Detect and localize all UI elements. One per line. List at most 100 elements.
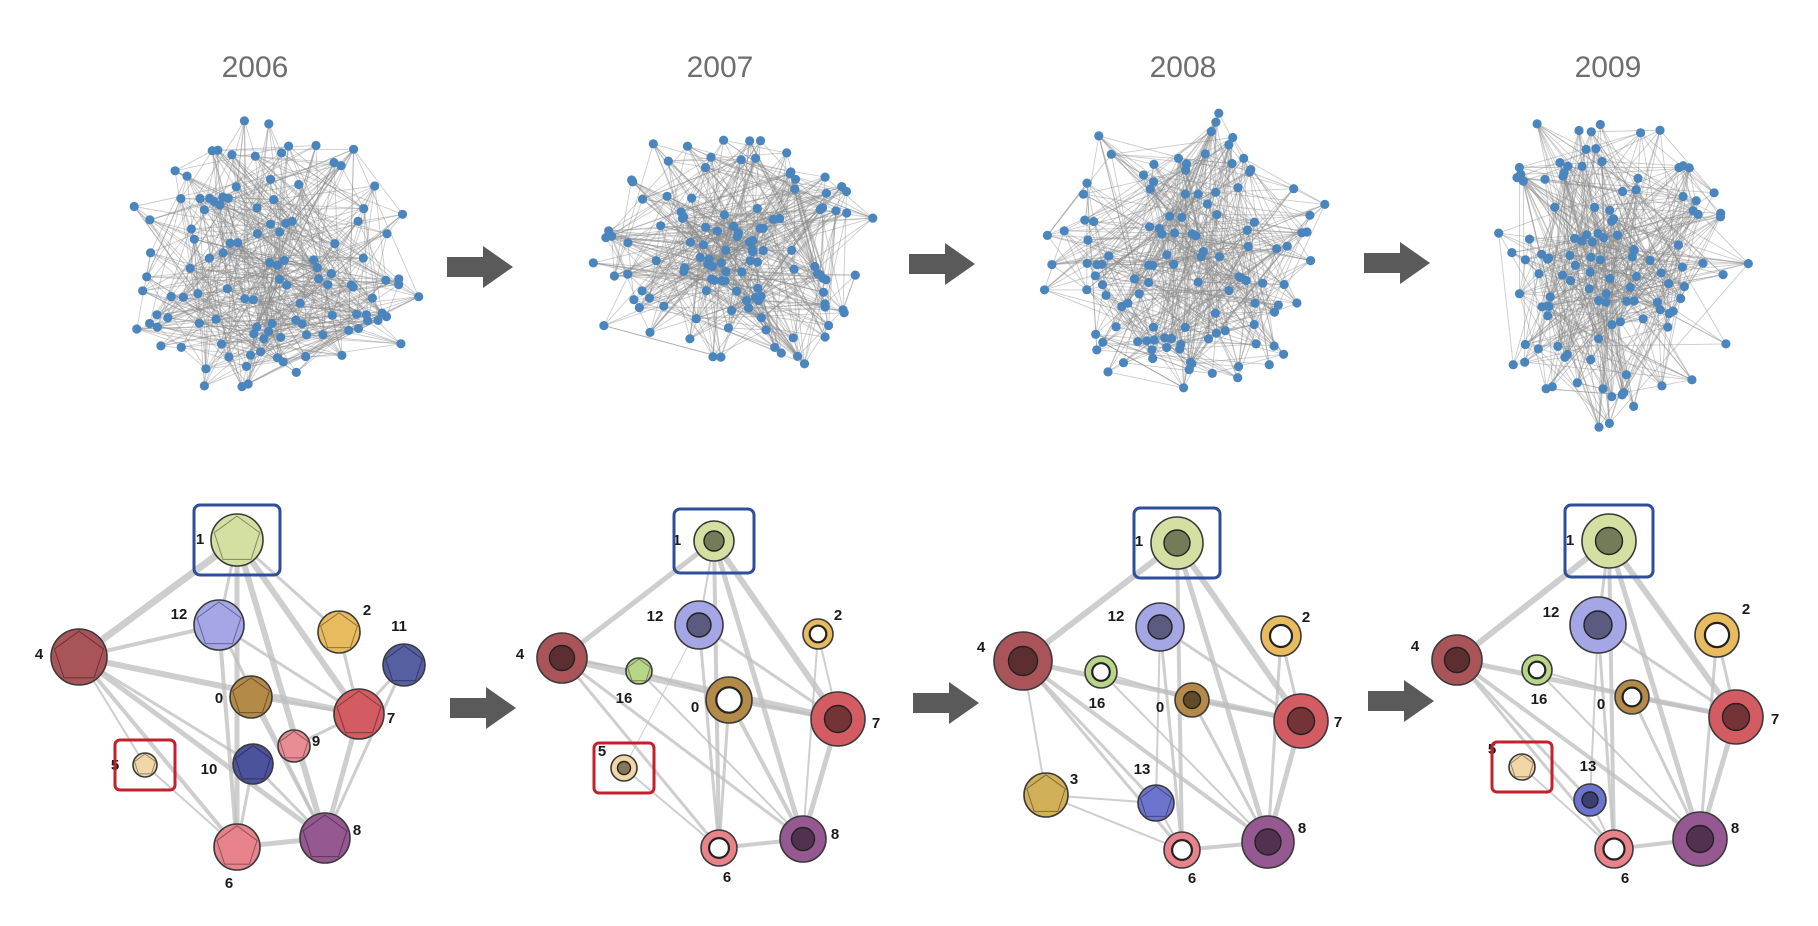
network-edge <box>1566 148 1597 355</box>
community-clique <box>232 677 270 714</box>
network-edge <box>1570 280 1613 325</box>
network-edge <box>1153 181 1247 281</box>
network-edge <box>740 159 837 212</box>
network-edge <box>1216 214 1310 216</box>
community-edges <box>558 538 842 850</box>
network-edge <box>230 208 364 244</box>
network-edge <box>1548 257 1637 277</box>
network-node <box>1147 345 1157 355</box>
network-node <box>1220 326 1230 336</box>
network-edge <box>1094 275 1154 359</box>
network-node <box>291 315 301 325</box>
network-node <box>810 261 820 272</box>
network-edge <box>231 154 297 321</box>
network-node <box>1569 233 1580 243</box>
network-edge <box>1084 135 1100 221</box>
network-edge <box>758 300 776 348</box>
network-edge <box>1564 288 1590 358</box>
network-edge <box>253 221 293 335</box>
network-edge <box>205 297 373 370</box>
network-edge <box>695 140 725 319</box>
network-edge <box>1541 254 1610 424</box>
network-edge <box>270 179 383 314</box>
network-node <box>744 237 755 247</box>
network-edge <box>1191 353 1284 365</box>
network-edge <box>1098 135 1249 247</box>
community-label: 6 <box>225 875 233 892</box>
network-edge <box>1562 274 1663 387</box>
network-edge <box>627 156 712 275</box>
network-edge <box>705 167 782 354</box>
network-edge <box>608 218 774 232</box>
community-core <box>1147 614 1173 640</box>
network-edge <box>1086 193 1199 291</box>
network-edge <box>1149 226 1181 350</box>
network-edge <box>1102 276 1240 286</box>
network-edge <box>725 173 791 272</box>
network-edge <box>1137 251 1204 342</box>
network-edge <box>1567 165 1693 381</box>
network-edge <box>1613 216 1721 220</box>
network-edge <box>157 326 281 338</box>
network-edge <box>191 201 215 230</box>
community-edge <box>1589 624 1599 801</box>
network-edge <box>1247 229 1277 250</box>
network-edge <box>189 239 195 269</box>
network-edge <box>760 212 847 229</box>
network-edge <box>749 140 845 314</box>
network-edge <box>1198 281 1285 285</box>
network-edge <box>680 211 747 301</box>
network-edge <box>1166 188 1295 348</box>
network-edge <box>1197 188 1295 283</box>
network-edge <box>295 278 319 321</box>
network-edge <box>1127 113 1220 304</box>
community-clique <box>53 630 105 679</box>
network-edge <box>804 274 821 364</box>
network-edge <box>1585 149 1724 275</box>
network-node <box>1598 384 1608 394</box>
network-edge <box>1153 181 1199 195</box>
network-node <box>1622 296 1632 306</box>
network-node <box>1251 339 1261 349</box>
network-edge <box>257 233 354 288</box>
network-edge <box>194 238 318 269</box>
network-edge <box>1216 245 1288 334</box>
network-edge <box>142 228 192 292</box>
network-node <box>353 323 364 334</box>
network-edge <box>720 159 742 263</box>
community-edge <box>560 656 805 841</box>
network-node <box>170 166 180 176</box>
network-edge <box>1051 191 1216 266</box>
network-node <box>1245 167 1255 177</box>
network-edge <box>236 186 287 224</box>
network-edge <box>257 233 368 322</box>
network-node <box>1631 185 1641 195</box>
network-edge <box>1121 276 1240 307</box>
network-edge <box>1243 158 1326 205</box>
network-edge <box>205 213 403 370</box>
network-edge <box>1525 344 1558 347</box>
network-edge <box>1152 256 1220 266</box>
network-edge <box>1536 123 1623 396</box>
network-node <box>1721 339 1731 349</box>
network-edge <box>687 145 739 234</box>
network-edge <box>682 210 837 219</box>
network-edge <box>663 176 826 307</box>
network-edge <box>760 210 837 297</box>
network-node <box>1089 216 1099 227</box>
network-edge <box>663 241 750 307</box>
network-edge <box>1185 170 1216 314</box>
network-node <box>1185 357 1196 367</box>
network-edge <box>263 278 399 340</box>
network-node <box>1148 353 1158 364</box>
network-node <box>821 188 832 198</box>
network-edge <box>639 212 847 309</box>
network-node <box>1138 170 1149 180</box>
network-edge <box>689 257 701 339</box>
network-edge <box>608 230 640 308</box>
community-node-7: 7 <box>810 691 880 747</box>
network-edge <box>1200 203 1325 258</box>
community-label: 2 <box>363 602 371 619</box>
network-edge <box>216 318 273 324</box>
network-edge <box>306 278 320 335</box>
